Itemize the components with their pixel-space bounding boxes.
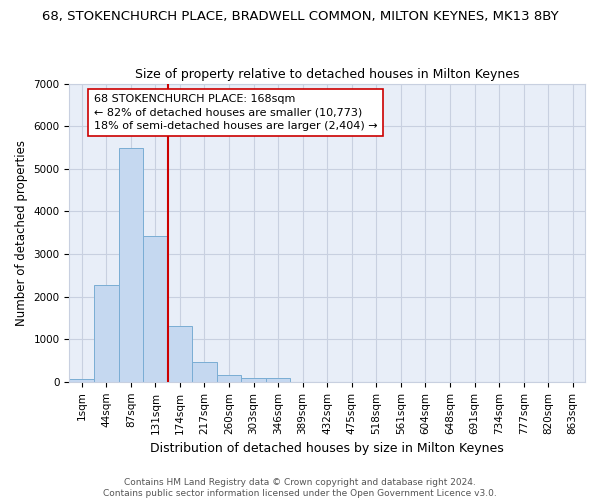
Bar bbox=[266, 378, 290, 382]
Text: 68, STOKENCHURCH PLACE, BRADWELL COMMON, MILTON KEYNES, MK13 8BY: 68, STOKENCHURCH PLACE, BRADWELL COMMON,… bbox=[41, 10, 559, 23]
Y-axis label: Number of detached properties: Number of detached properties bbox=[15, 140, 28, 326]
Bar bbox=[241, 378, 266, 382]
Bar bbox=[192, 362, 217, 382]
Bar bbox=[143, 236, 167, 382]
Bar bbox=[217, 375, 241, 382]
X-axis label: Distribution of detached houses by size in Milton Keynes: Distribution of detached houses by size … bbox=[151, 442, 504, 455]
Bar bbox=[94, 285, 119, 382]
Bar bbox=[119, 148, 143, 382]
Title: Size of property relative to detached houses in Milton Keynes: Size of property relative to detached ho… bbox=[135, 68, 520, 81]
Text: Contains HM Land Registry data © Crown copyright and database right 2024.
Contai: Contains HM Land Registry data © Crown c… bbox=[103, 478, 497, 498]
Text: 68 STOKENCHURCH PLACE: 168sqm
← 82% of detached houses are smaller (10,773)
18% : 68 STOKENCHURCH PLACE: 168sqm ← 82% of d… bbox=[94, 94, 377, 130]
Bar bbox=[167, 326, 192, 382]
Bar bbox=[70, 378, 94, 382]
